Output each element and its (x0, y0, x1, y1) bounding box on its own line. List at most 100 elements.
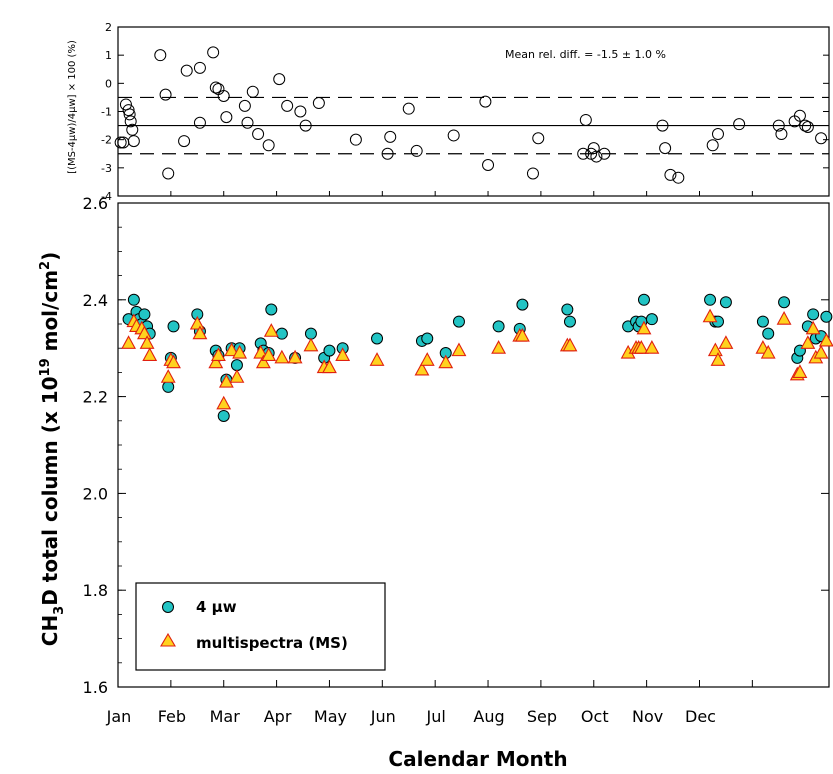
point-4uw (762, 327, 775, 340)
difference-point (590, 150, 603, 163)
point-4uw (637, 293, 650, 306)
difference-point (526, 167, 539, 180)
point-4uw (421, 332, 434, 345)
difference-point (579, 113, 592, 126)
difference-point (273, 73, 286, 86)
point-ms (160, 369, 176, 383)
point-4uw (275, 327, 288, 340)
x-axis-label: Calendar Month (388, 747, 567, 771)
point-ms (232, 344, 248, 359)
difference-point (656, 119, 669, 132)
difference-point (312, 97, 325, 110)
y-tick-label: -3 (101, 162, 112, 175)
point-ms (229, 369, 245, 383)
point-4uw (561, 303, 574, 316)
y-tick-label: 2.0 (83, 484, 108, 503)
ylabel-subscript: 3 (52, 606, 67, 615)
point-ms (121, 335, 136, 349)
y-tick-label: 1.8 (83, 581, 108, 600)
point-ms (644, 340, 660, 354)
difference-point (447, 129, 460, 142)
difference-point (772, 119, 785, 132)
difference-point (281, 99, 294, 112)
point-4uw (492, 320, 505, 333)
difference-point (479, 95, 492, 108)
difference-point (193, 61, 206, 74)
point-ms (419, 352, 435, 366)
ylabel-part: ) (38, 252, 62, 261)
x-tick-label: May (314, 707, 347, 726)
point-4uw (563, 315, 576, 328)
legend-box (135, 582, 386, 671)
ylabel-superscript: 19 (38, 358, 53, 376)
difference-point (114, 136, 127, 149)
difference-point (402, 102, 415, 115)
difference-point (672, 171, 685, 184)
ylabel-part: mol/cm (38, 270, 62, 358)
difference-point (122, 104, 135, 117)
point-ms (137, 325, 152, 340)
difference-y-ticks: 2 1 0 -1 -2 -3 -4 (101, 21, 829, 203)
difference-point (127, 135, 140, 148)
y-tick-label: 2.6 (83, 194, 108, 213)
series-4uw-points (122, 293, 833, 422)
difference-point (299, 119, 312, 132)
point-ms (800, 335, 816, 349)
point-4uw (645, 313, 658, 326)
ylabel-part: D total column (x 10 (38, 376, 62, 605)
difference-point (241, 116, 254, 129)
difference-y-axis-label: [(MS-4μw)/4μw] × 100 (%) (67, 40, 78, 174)
y-tick-label: -2 (101, 134, 112, 147)
difference-panel: 2 1 0 -1 -2 -3 -4 Mean rel. diff. = -1.5 ± 1.0… (67, 21, 830, 203)
difference-point (381, 147, 394, 160)
point-4uw (719, 296, 732, 309)
difference-point (801, 120, 814, 133)
difference-point (482, 159, 495, 172)
column-y-ticks: 2.6 2.4 2.2 2.0 1.8 1.6 (83, 194, 829, 697)
legend-ms-label: multispectra (MS) (196, 634, 348, 652)
x-tick-label: Apr (264, 707, 292, 726)
y-tick-label: 1.6 (83, 678, 108, 697)
point-4uw (138, 308, 151, 321)
difference-point (207, 46, 220, 59)
point-4uw (371, 332, 384, 345)
point-ms (261, 347, 277, 362)
difference-point (124, 115, 137, 128)
difference-point (711, 128, 724, 141)
point-ms (335, 347, 351, 362)
point-ms (218, 373, 234, 388)
point-ms (322, 359, 337, 374)
point-4uw (167, 320, 180, 333)
x-tick-label: Feb (158, 707, 186, 726)
point-ms (491, 340, 507, 354)
mean-difference-annotation: Mean rel. diff. = -1.5 ± 1.0 % (505, 48, 666, 61)
difference-point (577, 147, 590, 160)
legend-ms-marker (160, 632, 176, 647)
point-ms (818, 332, 833, 347)
point-ms (710, 352, 726, 366)
point-4uw (323, 344, 336, 357)
x-tick-label: Dec (685, 707, 716, 726)
difference-point (659, 142, 672, 155)
point-4uw (265, 303, 278, 316)
y-tick-label: 1 (105, 49, 112, 62)
point-4uw (452, 315, 465, 328)
point-ms (707, 342, 723, 357)
point-ms (139, 335, 155, 349)
point-ms (253, 344, 269, 359)
y-tick-label: 0 (105, 77, 112, 90)
difference-point (384, 130, 397, 143)
difference-point (220, 111, 233, 124)
point-ms (369, 352, 385, 366)
point-ms (303, 337, 319, 352)
legend-4uw-label: 4 μw (196, 598, 237, 616)
point-ms (760, 344, 776, 359)
x-tick-label: Jul (426, 707, 446, 726)
ylabel-part: CH (38, 615, 62, 646)
point-4uw (516, 298, 529, 311)
y-tick-label: -1 (101, 106, 112, 119)
y-tick-label: 2 (105, 21, 112, 34)
difference-point (664, 168, 677, 181)
difference-point (117, 136, 130, 149)
